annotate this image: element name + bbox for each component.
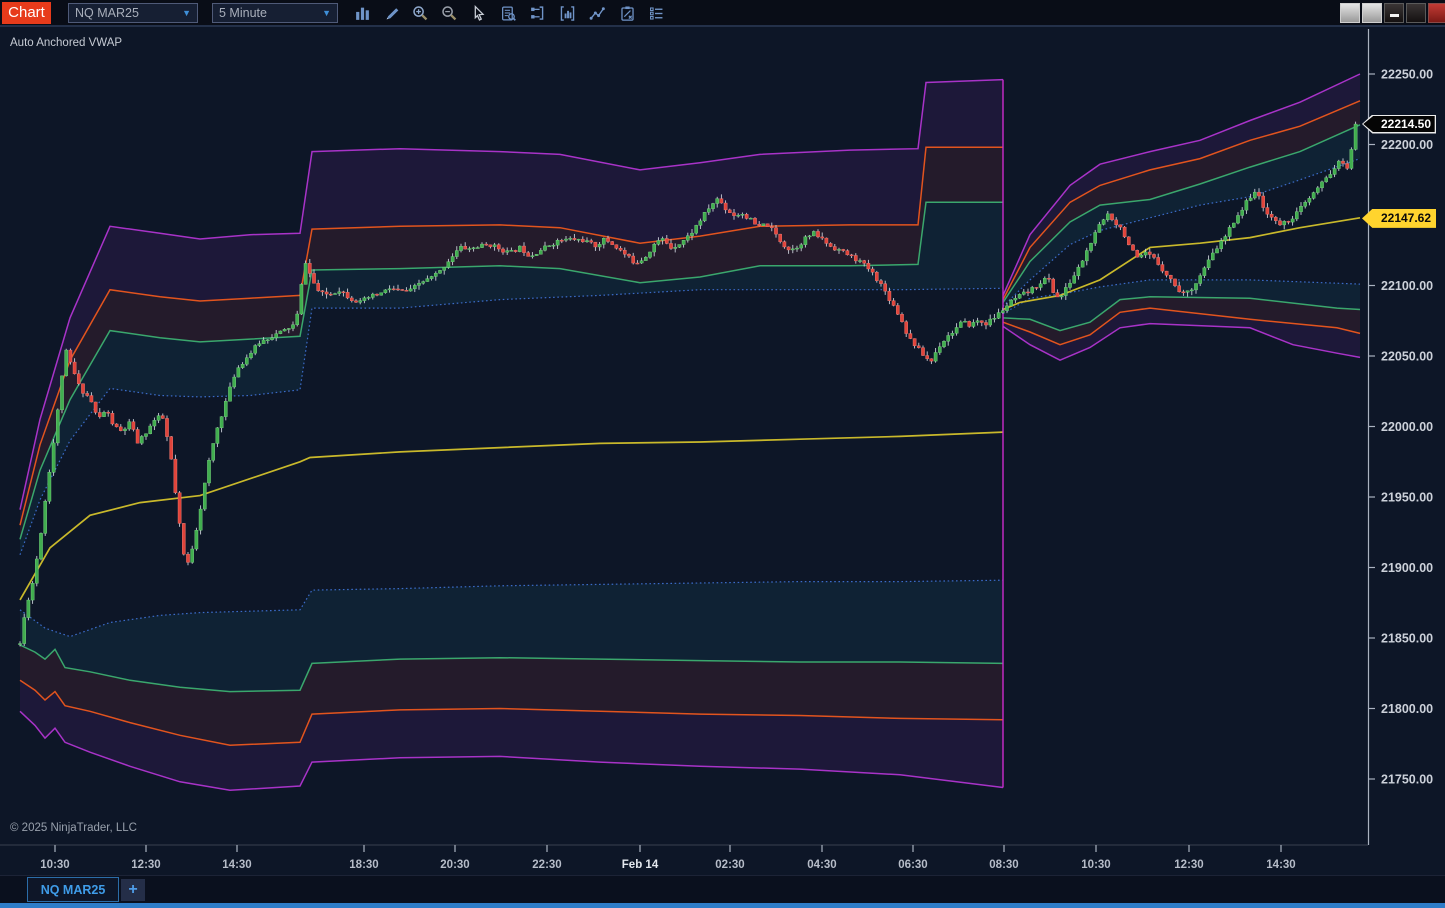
svg-text:22050.00: 22050.00 — [1381, 350, 1433, 364]
cursor-button[interactable] — [465, 2, 491, 25]
instrument-link-button[interactable] — [1340, 3, 1360, 23]
drawing-tools-button[interactable] — [379, 2, 405, 25]
svg-text:06:30: 06:30 — [898, 859, 927, 871]
svg-text:14:30: 14:30 — [222, 859, 251, 871]
chart-area[interactable]: 22250.0022200.0022150.0022100.0022050.00… — [0, 27, 1445, 875]
instrument-selector-value: NQ MAR25 — [75, 6, 139, 20]
interval-link-button[interactable] — [1362, 3, 1382, 23]
toolbar: Chart NQ MAR25 ▼ 5 Minute ▼ — [0, 0, 1445, 27]
data-box-button[interactable] — [495, 2, 521, 25]
bar-type-button[interactable] — [349, 2, 375, 25]
strategies-icon — [620, 6, 634, 21]
indicators-button[interactable] — [584, 2, 610, 25]
data-box-icon — [501, 6, 516, 21]
zoom-out-icon — [441, 6, 456, 21]
interval-selector-value: 5 Minute — [219, 6, 267, 20]
svg-text:22:30: 22:30 — [532, 859, 561, 871]
vwap-price-marker: 22147.62 — [1362, 208, 1436, 228]
maximize-button[interactable] — [1406, 3, 1426, 23]
tab-bar: NQ MAR25 + — [0, 875, 1445, 903]
bar-type-icon — [355, 7, 369, 20]
svg-text:Feb 14: Feb 14 — [622, 859, 659, 871]
draw-icon — [386, 8, 398, 20]
price-chart-canvas[interactable]: 22250.0022200.0022150.0022100.0022050.00… — [0, 27, 1445, 875]
svg-text:10:30: 10:30 — [1081, 859, 1110, 871]
zoom-in-button[interactable] — [407, 2, 433, 25]
svg-text:04:30: 04:30 — [807, 859, 836, 871]
svg-text:21950.00: 21950.00 — [1381, 491, 1433, 505]
instrument-selector[interactable]: NQ MAR25 ▼ — [68, 3, 198, 23]
minimize-icon — [1390, 14, 1399, 17]
svg-text:22250.00: 22250.00 — [1381, 68, 1433, 82]
strategies-button[interactable] — [614, 2, 640, 25]
window-bottom-strip — [0, 903, 1445, 908]
svg-text:10:30: 10:30 — [40, 859, 69, 871]
properties-button[interactable] — [643, 2, 669, 25]
tab-nq-mar25[interactable]: NQ MAR25 — [27, 877, 119, 902]
chart-menu-button[interactable]: Chart — [2, 2, 51, 24]
svg-text:12:30: 12:30 — [1174, 859, 1203, 871]
svg-text:18:30: 18:30 — [349, 859, 378, 871]
svg-text:21900.00: 21900.00 — [1381, 561, 1433, 575]
order-entry-button[interactable] — [524, 2, 550, 25]
add-tab-button[interactable]: + — [121, 879, 145, 901]
indicator-label: Auto Anchored VWAP — [10, 37, 123, 49]
svg-text:02:30: 02:30 — [715, 859, 744, 871]
chevron-down-icon: ▼ — [322, 8, 331, 18]
svg-text:21850.00: 21850.00 — [1381, 632, 1433, 646]
indicators-icon — [589, 7, 605, 20]
copyright-text: © 2025 NinjaTrader, LLC — [10, 822, 137, 834]
svg-text:14:30: 14:30 — [1266, 859, 1295, 871]
svg-text:21800.00: 21800.00 — [1381, 702, 1433, 716]
vwap-price-marker-arrow — [1362, 208, 1436, 228]
close-button[interactable] — [1428, 3, 1445, 23]
cursor-icon — [474, 5, 484, 21]
svg-text:22000.00: 22000.00 — [1381, 420, 1433, 434]
chevron-down-icon: ▼ — [182, 8, 191, 18]
properties-icon — [649, 7, 662, 20]
zoom-out-button[interactable] — [436, 2, 462, 25]
svg-text:12:30: 12:30 — [131, 859, 160, 871]
chart-trader-icon — [560, 6, 574, 21]
svg-text:21750.00: 21750.00 — [1381, 773, 1433, 787]
svg-text:22100.00: 22100.00 — [1381, 279, 1433, 293]
svg-text:08:30: 08:30 — [989, 859, 1018, 871]
last-price-marker: 22214.50 — [1362, 114, 1436, 134]
minimize-button[interactable] — [1384, 3, 1404, 23]
interval-selector[interactable]: 5 Minute ▼ — [212, 3, 338, 23]
zoom-in-icon — [412, 6, 427, 21]
chart-trader-button[interactable] — [554, 2, 580, 25]
svg-text:22200.00: 22200.00 — [1381, 138, 1433, 152]
order-entry-icon — [530, 6, 543, 20]
svg-text:20:30: 20:30 — [440, 859, 469, 871]
